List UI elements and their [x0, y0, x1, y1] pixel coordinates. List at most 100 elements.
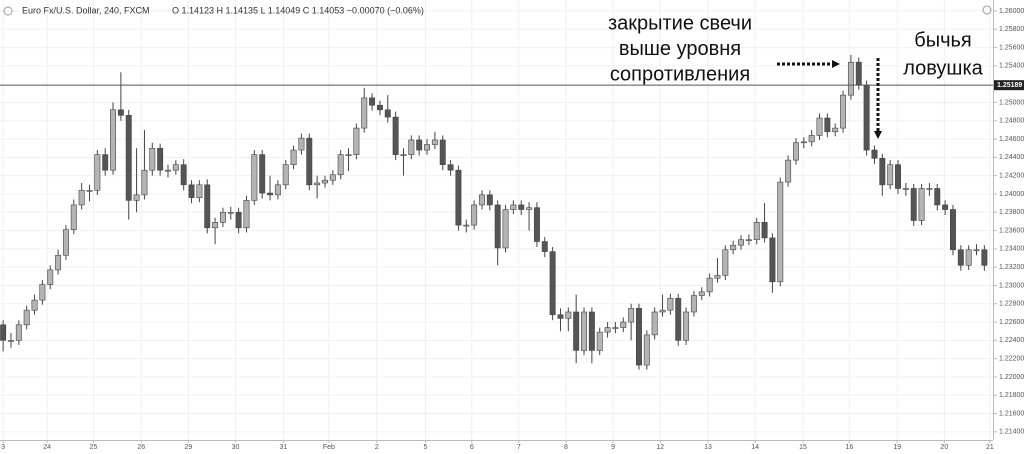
- candle-body: [361, 97, 368, 129]
- candle-body: [949, 209, 956, 251]
- candle-body: [808, 135, 815, 143]
- candle-body: [329, 174, 336, 181]
- candle-body: [714, 275, 721, 279]
- candle-body: [800, 141, 807, 144]
- x-tick-label: 26: [137, 444, 145, 451]
- candle-body: [588, 311, 595, 351]
- y-tick-label: 1.23200: [999, 264, 1024, 271]
- candle-body: [188, 184, 195, 198]
- y-tick-label: 1.21600: [999, 410, 1024, 417]
- candle-body: [832, 127, 839, 133]
- candle-body: [149, 147, 156, 171]
- candle-body: [15, 324, 22, 341]
- y-tick-label: 1.21400: [999, 429, 1024, 436]
- candle-body: [541, 241, 548, 252]
- x-tick-label: 13: [704, 444, 712, 451]
- candle-body: [965, 249, 972, 266]
- candle-body: [431, 139, 438, 145]
- candle-body: [777, 181, 784, 283]
- annotation-text: ловушка: [903, 57, 983, 79]
- candle-body: [141, 169, 148, 196]
- candle-body: [895, 164, 901, 189]
- candle-body: [981, 249, 988, 266]
- candle-body: [651, 311, 658, 336]
- candle-body: [502, 209, 509, 249]
- y-tick-label: 1.24200: [999, 173, 1024, 180]
- candle-body: [526, 207, 533, 210]
- x-tick-label: 20: [940, 444, 948, 451]
- x-tick-label: 7: [517, 444, 521, 451]
- candle-body: [902, 188, 909, 190]
- x-tick-label: 5: [424, 444, 428, 451]
- settings-icon[interactable]: [982, 5, 992, 15]
- candle-body: [353, 127, 360, 155]
- y-tick-label: 1.22600: [999, 319, 1024, 326]
- candle-body: [675, 297, 682, 341]
- candle-body: [942, 204, 949, 210]
- candle-body: [745, 239, 752, 242]
- candle-body: [212, 222, 219, 229]
- x-tick-label: Feb: [323, 444, 335, 451]
- candle-body: [957, 249, 964, 266]
- candle-body: [376, 104, 383, 111]
- candle-body: [0, 324, 7, 341]
- y-tick-label: 1.25600: [999, 44, 1024, 51]
- candle-body: [887, 164, 894, 186]
- legend-toggle-icon[interactable]: [3, 6, 13, 16]
- annotation-text: выше уровня: [619, 38, 741, 60]
- resistance-label: 1.25189: [997, 82, 1022, 89]
- candle-body: [251, 154, 258, 201]
- symbol-label: Euro Fx/U.S. Dollar, 240, FXCM: [22, 5, 150, 15]
- candle-body: [416, 139, 423, 151]
- candle-body: [47, 269, 54, 285]
- candle-body: [172, 164, 179, 171]
- candle-body: [643, 334, 650, 366]
- x-tick-label: 25: [90, 444, 98, 451]
- candle-body: [180, 164, 187, 186]
- x-tick-label: 6: [470, 444, 474, 451]
- candle-body: [204, 184, 211, 229]
- candle-body: [322, 179, 328, 184]
- annotation-text: сопротивления: [610, 63, 750, 85]
- x-tick-label: 31: [279, 444, 287, 451]
- candle-body: [793, 142, 799, 161]
- candle-body: [573, 311, 580, 351]
- candle-body: [290, 149, 297, 165]
- resistance-label-bg: [994, 80, 1024, 91]
- x-tick-label: 24: [43, 444, 51, 451]
- x-tick-label: 12: [656, 444, 664, 451]
- candle-body: [282, 164, 289, 186]
- candle-body: [384, 109, 391, 118]
- candle-body: [267, 192, 274, 196]
- candle-body: [918, 188, 925, 221]
- candle-body: [62, 229, 69, 256]
- candle-body: [847, 61, 854, 96]
- quote-label: O 1.14123 H 1.14135 L 1.14049 C 1.14053 …: [172, 5, 424, 15]
- candle-body: [581, 311, 587, 351]
- candle-body: [227, 211, 234, 214]
- y-tick-label: 1.24800: [999, 118, 1024, 125]
- candle-body: [926, 188, 933, 190]
- y-tick-label: 1.23400: [999, 246, 1024, 253]
- candle-body: [816, 117, 823, 136]
- candles: [0, 54, 988, 370]
- candle-body: [408, 139, 415, 155]
- candle-body: [94, 154, 101, 191]
- candle-body: [133, 194, 140, 201]
- x-tick-label: 8: [564, 444, 568, 451]
- candle-body: [345, 154, 352, 156]
- candle-body: [855, 61, 862, 86]
- y-tick-label: 1.22000: [999, 374, 1024, 381]
- candle-body: [165, 169, 171, 172]
- candle-body: [604, 327, 611, 333]
- y-tick-label: 1.24400: [999, 154, 1024, 161]
- candle-body: [690, 295, 697, 313]
- candle-body: [730, 244, 737, 251]
- candle-body: [769, 237, 776, 283]
- candle-body: [596, 331, 603, 351]
- candle-body: [400, 154, 407, 156]
- candle-body: [369, 97, 376, 106]
- candle-body: [753, 222, 760, 241]
- x-tick-label: 15: [799, 444, 807, 451]
- candle-body: [117, 109, 124, 116]
